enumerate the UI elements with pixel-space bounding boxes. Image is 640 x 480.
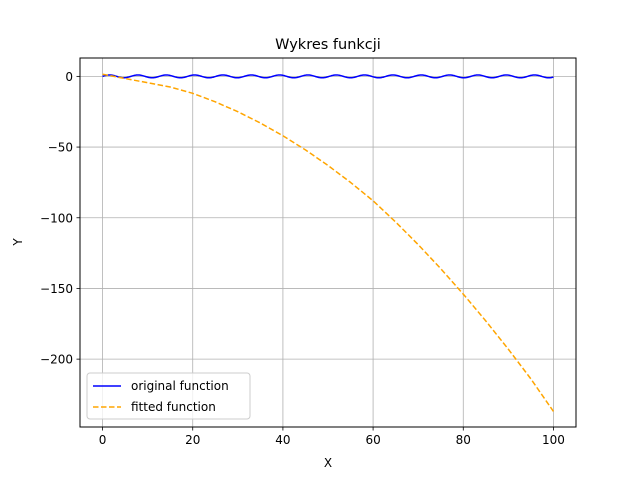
- legend-label-fitted-function: fitted function: [131, 400, 216, 414]
- ticks: 0 20 40 60 80 100 0 −50 −100 −150 −200: [40, 70, 565, 447]
- series-line-original-function: [102, 74, 554, 79]
- x-axis-title: X: [324, 456, 332, 470]
- series-line-fitted-function: [102, 73, 555, 412]
- x-tick-label: 40: [275, 433, 290, 447]
- x-tick-label: 20: [185, 433, 200, 447]
- legend-box: [86, 372, 251, 420]
- legend-label-original-function: original function: [131, 379, 229, 393]
- y-tick-label: 0: [65, 70, 73, 84]
- y-tick-label: −100: [40, 211, 73, 225]
- x-tick-label: 0: [99, 433, 107, 447]
- plot-frame: [79, 57, 577, 428]
- x-tick-label: 60: [365, 433, 380, 447]
- plot-area-background: [80, 58, 576, 427]
- legend: original function fitted function: [86, 372, 251, 420]
- grid: [80, 58, 576, 427]
- y-axis-title: Y: [11, 238, 25, 247]
- y-tick-label: −50: [48, 141, 73, 155]
- x-tick-label: 80: [456, 433, 471, 447]
- chart-title: Wykres funkcji: [275, 37, 381, 53]
- y-tick-label: −150: [40, 282, 73, 296]
- y-tick-label: −200: [40, 353, 73, 367]
- x-tick-label: 100: [542, 433, 565, 447]
- series-layer: [102, 73, 555, 412]
